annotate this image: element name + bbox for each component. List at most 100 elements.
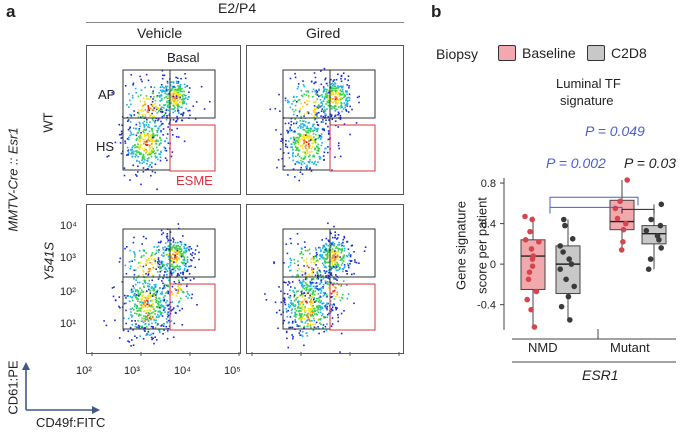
flow-event-dot <box>338 147 340 150</box>
flow-event-dot <box>287 309 290 312</box>
flow-event-dot <box>149 153 152 156</box>
data-point <box>522 237 529 243</box>
flow-event-dot <box>165 249 167 251</box>
flow-event-dot <box>165 96 168 98</box>
flow-event-dot <box>289 297 291 299</box>
flow-event-dot <box>185 270 188 273</box>
flow-event-dot <box>134 320 136 322</box>
flow-event-dot <box>160 95 163 97</box>
flow-event-dot <box>321 313 324 315</box>
flow-event-dot <box>328 249 330 252</box>
flow-event-dot <box>325 270 328 273</box>
flow-event-dot <box>309 313 312 316</box>
flow-event-dot <box>154 120 156 123</box>
flow-event-dot <box>160 233 163 236</box>
flow-event-dot <box>159 265 161 268</box>
flow-event-dot <box>154 125 156 128</box>
flow-event-dot <box>315 108 318 110</box>
flow-event-dot <box>335 78 338 81</box>
flow-event-dot <box>334 98 337 101</box>
flow-event-dot <box>133 287 135 289</box>
flow-event-dot <box>138 140 140 142</box>
flow-event-dot <box>177 136 180 138</box>
flow-event-dot <box>318 246 320 249</box>
flow-event-dot <box>296 121 298 123</box>
flow-event-dot <box>307 143 310 145</box>
flow-event-dot <box>337 144 340 147</box>
data-point <box>522 213 528 220</box>
flow-event-dot <box>178 279 180 282</box>
flow-event-dot <box>265 299 268 301</box>
flow-event-dot <box>140 78 142 81</box>
flow-event-dot <box>180 256 183 258</box>
flow-event-dot <box>330 242 332 244</box>
flow-event-dot <box>319 258 321 260</box>
flow-event-dot <box>136 306 138 308</box>
flow-event-dot <box>157 305 160 307</box>
flow-event-dot <box>151 295 154 297</box>
flow-event-dot <box>188 265 190 268</box>
flow-event-dot <box>153 96 155 98</box>
flow-event-dot <box>319 288 322 291</box>
flow-event-dot <box>315 286 317 289</box>
flow-event-dot <box>135 296 137 299</box>
flow-event-dot <box>339 97 342 100</box>
flow-event-dot <box>187 293 189 295</box>
flow-event-dot <box>307 134 309 137</box>
flow-event-dot <box>280 140 282 142</box>
flow-event-dot <box>166 101 168 104</box>
flow-event-dot <box>175 104 178 106</box>
flow-event-dot <box>152 119 155 122</box>
flow-event-dot <box>308 297 310 299</box>
flow-event-dot <box>304 145 307 148</box>
flow-event-dot <box>326 255 329 258</box>
flow-event-dot <box>152 266 155 269</box>
flow-event-dot <box>343 102 346 104</box>
flow-event-dot <box>334 156 336 158</box>
flow-event-dot <box>300 115 303 118</box>
flow-event-dot <box>285 140 287 142</box>
flow-event-dot <box>158 263 161 266</box>
flow-event-dot <box>176 258 179 261</box>
flow-event-dot <box>301 257 303 259</box>
flow-event-dot <box>334 110 336 112</box>
flow-event-dot <box>162 309 165 312</box>
flow-event-dot <box>309 127 312 130</box>
flow-event-dot <box>155 152 157 155</box>
flow-event-dot <box>173 250 175 253</box>
flow-event-dot <box>175 95 178 97</box>
flow-event-dot <box>154 122 156 124</box>
flow-event-dot <box>166 265 168 267</box>
flow-event-dot <box>304 156 307 158</box>
flow-event-dot <box>133 251 135 253</box>
flow-event-dot <box>145 95 148 97</box>
flow-event-dot <box>293 291 295 294</box>
flow-event-dot <box>330 325 333 327</box>
flow-event-dot <box>177 110 179 112</box>
flow-event-dot <box>183 246 185 248</box>
flow-event-dot <box>144 279 146 282</box>
flow-event-dot <box>146 298 149 301</box>
flow-event-dot <box>121 136 124 139</box>
flow-event-dot <box>163 274 165 276</box>
flow-event-dot <box>321 307 323 309</box>
flow-event-dot <box>289 269 292 272</box>
flow-event-dot <box>147 160 149 162</box>
flow-event-dot <box>165 325 168 328</box>
flow-event-dot <box>159 301 162 303</box>
flow-event-dot <box>315 255 317 257</box>
flow-event-dot <box>163 104 166 107</box>
flow-event-dot <box>158 125 161 128</box>
flow-event-dot <box>311 306 314 308</box>
flow-event-dot <box>141 289 143 292</box>
flow-event-dot <box>325 82 328 85</box>
flow-event-dot <box>324 272 327 274</box>
flow-event-dot <box>157 251 160 253</box>
flow-event-dot <box>196 304 198 306</box>
flow-event-dot <box>340 251 343 254</box>
flow-event-dot <box>296 115 299 117</box>
flow-event-dot <box>147 139 149 141</box>
flow-event-dot <box>333 303 335 305</box>
flow-event-dot <box>142 282 144 285</box>
flow-event-dot <box>135 134 138 137</box>
